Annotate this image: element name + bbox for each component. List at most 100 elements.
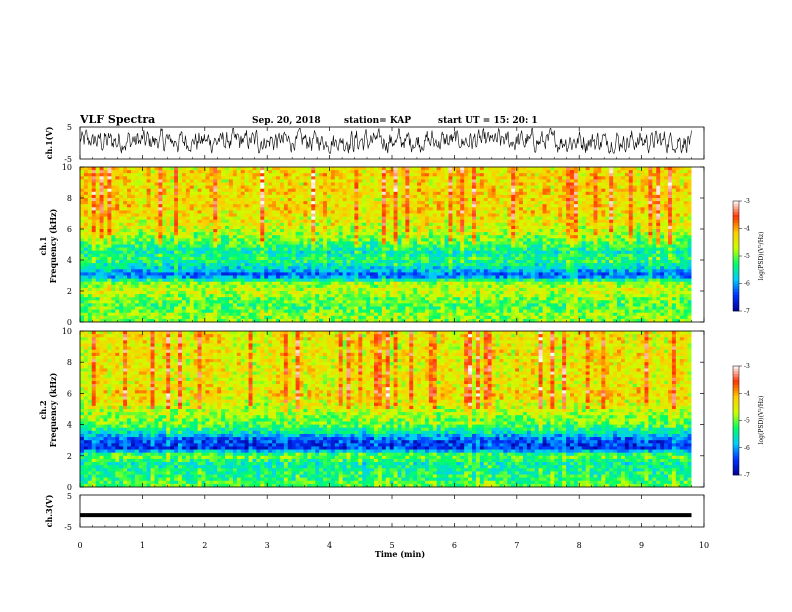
ch1-spec-cell [370, 229, 375, 233]
ch1-spec-cell [166, 238, 171, 242]
ch1-spec-cell [620, 263, 626, 267]
ch1-spec-cell [397, 263, 402, 267]
ch1-spec-cell [119, 198, 124, 202]
ch1-spec-cell [146, 256, 151, 261]
ch1-spec-cell [648, 179, 653, 183]
ch1-spec-cell [683, 188, 688, 193]
ch1-spec-cell [660, 216, 665, 221]
ch1-spec-cell [158, 201, 163, 205]
ch1-spec-cell [452, 179, 457, 183]
ch1-spec-cell [683, 256, 688, 261]
ch1-spec-cell [303, 210, 308, 214]
ch1-spec-cell [617, 179, 622, 183]
ch1-spec-cell [150, 235, 155, 239]
ch1-spec-cell [495, 213, 500, 217]
ch1-spec-cell [515, 194, 520, 199]
ch1-spec-cell [589, 216, 594, 221]
ch1-spec-cell [648, 170, 653, 174]
ch1-spec-cell [401, 235, 406, 239]
ch1-spec-cell [440, 247, 445, 252]
ch1-spec-cell [338, 185, 344, 190]
ch1-spec-cell [330, 201, 336, 205]
ch1-spec-cell [679, 201, 685, 205]
ch1-spec-cell [534, 253, 540, 258]
ch1-spec-cell [409, 185, 414, 190]
ch1-spec-cell [679, 204, 685, 208]
ch1-spec-cell [193, 250, 198, 255]
ch1-spec-cell [624, 188, 630, 193]
ch1-spec-cell [170, 232, 175, 236]
ch1-spec-cell [526, 173, 532, 177]
ch1-spec-cell [291, 253, 296, 258]
ch1-spec-cell [342, 170, 347, 174]
ch1-spec-cell [181, 194, 187, 199]
ch1-spec-cell [217, 229, 222, 233]
ch1-spec-cell [597, 238, 602, 242]
ch1-spec-cell [303, 244, 308, 248]
ch1-spec-cell [589, 253, 594, 258]
ch1-spec-cell [213, 198, 218, 202]
ch1-spec-cell [499, 260, 504, 264]
ch1-spec-cell [295, 256, 300, 261]
ch1-spec-cell [299, 250, 304, 255]
ch1-spec-cell [530, 235, 536, 239]
ch1-spec-cell [295, 241, 300, 245]
ch1-spec-cell [597, 250, 602, 255]
ch1-spec-cell [268, 191, 273, 196]
ch1-spec-cell [570, 173, 575, 177]
ch1-spec-cell [589, 232, 594, 236]
ch1-spec-cell [424, 198, 430, 202]
ch1-spec-cell [393, 204, 398, 208]
ch1-spec-cell [358, 253, 363, 258]
ch1-spec-cell [554, 191, 559, 196]
ch1-spec-cell [640, 207, 645, 211]
ch1-spec-cell [91, 244, 97, 248]
ch1-spec-cell [334, 173, 340, 177]
ch1-spec-cell [358, 256, 363, 261]
ch1-spec-cell [119, 263, 124, 267]
ch1-spec-cell [166, 194, 171, 199]
ch1-spec-cell [624, 263, 630, 267]
ch1-spec-cell [323, 235, 328, 239]
ch1-spec-cell [315, 191, 320, 196]
ch1-spec-cell [664, 179, 669, 183]
ch1-spec-cell [123, 260, 128, 264]
ch1-spec-cell [593, 176, 598, 180]
ch1-spec-cell [479, 219, 485, 224]
ch1-spec-cell [562, 241, 567, 245]
ch1-spec-cell [542, 235, 547, 239]
ch1-spec-cell [115, 179, 120, 183]
ch1-spec-cell [491, 216, 496, 221]
ch1-spec-cell [605, 247, 610, 252]
ch1-spec-cell [432, 188, 438, 193]
ch1-spec-cell [436, 232, 442, 236]
ch1-spec-cell [232, 216, 238, 221]
ch1-spec-cell [350, 222, 355, 227]
ch1-spec-cell [370, 250, 375, 255]
ch1-spec-cell [519, 229, 524, 233]
ch1-spec-cell [228, 170, 234, 174]
ch1-spec-cell [542, 194, 547, 199]
ch1-spec-cell [166, 216, 171, 221]
ch1-spec-cell [362, 210, 367, 214]
ch1-spec-cell [213, 201, 218, 205]
ch1-spec-cell [268, 253, 273, 258]
ch1-spec-cell [174, 253, 179, 258]
ch1-spec-cell [566, 260, 571, 264]
ch1-spec-cell [381, 198, 387, 202]
ch1-spec-cell [142, 253, 148, 258]
ch1-spec-cell [358, 216, 363, 221]
ch1-spec-cell [315, 256, 320, 261]
ch1-spec-cell [350, 167, 355, 171]
ch1-spec-cell [421, 263, 426, 267]
ch1-spec-cell [550, 232, 555, 236]
ch1-spec-cell [636, 250, 641, 255]
ch1-spec-cell [99, 222, 104, 227]
ch1-spec-cell [287, 232, 293, 236]
ch1-spec-cell [268, 229, 273, 233]
ch1-spec-cell [366, 213, 371, 217]
ch1-spec-cell [276, 247, 281, 252]
ch1-spec-cell [507, 167, 512, 171]
ch1-spec-cell [389, 222, 394, 227]
ch1-spec-cell [428, 253, 434, 258]
